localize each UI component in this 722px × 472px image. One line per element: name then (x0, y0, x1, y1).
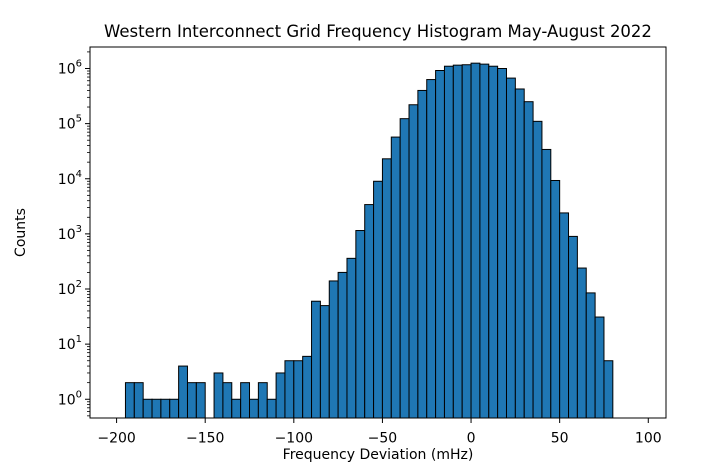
x-tick-label: −100 (275, 431, 313, 447)
histogram-bar (550, 179, 561, 419)
x-tick-label: 50 (551, 431, 569, 447)
histogram-bar (178, 365, 188, 419)
y-tick-label: 103 (58, 224, 82, 243)
histogram-bar (346, 257, 357, 419)
histogram-bar (497, 68, 507, 419)
histogram-bar (488, 65, 499, 419)
histogram-bar (594, 316, 605, 419)
histogram-bar (532, 120, 543, 419)
plot-frame (89, 46, 667, 419)
histogram-bar (355, 230, 366, 419)
x-axis-label: Frequency Deviation (mHz) (283, 447, 474, 463)
histogram-bar (311, 300, 321, 419)
histogram-bar (390, 136, 401, 419)
histogram-bar (240, 382, 251, 419)
histogram-bar (284, 360, 295, 419)
histogram-bar (293, 360, 304, 419)
y-tick-label: 106 (58, 58, 82, 77)
histogram-bar (195, 382, 206, 419)
histogram-bar (142, 398, 153, 419)
x-tick-label: 0 (467, 431, 476, 447)
histogram-bar (249, 398, 259, 419)
histogram-bar (585, 292, 596, 419)
histogram-bar (576, 267, 587, 419)
histogram-bar (523, 101, 534, 419)
histogram-bar (603, 360, 614, 419)
histogram-bar (337, 271, 348, 419)
y-axis: 100 101 102 103 104 105 106 (58, 51, 90, 417)
histogram-bar (568, 235, 578, 419)
histogram-bar (364, 204, 375, 419)
chart-title: Western Interconnect Grid Frequency Hist… (104, 22, 652, 41)
histogram-bar (186, 382, 197, 419)
histogram-bar (514, 88, 525, 419)
y-tick-label: 102 (58, 279, 82, 298)
histogram-bar (399, 118, 410, 419)
histogram-bar (417, 89, 428, 419)
x-tick-label: 100 (635, 431, 662, 447)
histogram-bar (373, 180, 383, 419)
x-axis: −200 −150 −100 −50 0 50 100 (97, 418, 662, 447)
histogram-bar (222, 382, 233, 419)
y-tick-label: 100 (58, 389, 82, 408)
histogram-bar (541, 148, 552, 419)
histogram-bar (426, 79, 437, 419)
y-tick-label: 104 (58, 169, 82, 188)
histogram-bar (461, 64, 472, 419)
y-tick-label: 101 (58, 334, 82, 353)
y-tick-label: 105 (58, 114, 82, 133)
histogram-bar (452, 64, 463, 419)
x-tick-label: −150 (186, 431, 224, 447)
histogram-bar (275, 372, 286, 419)
histogram-bar (169, 398, 180, 419)
histogram-bar (160, 398, 171, 419)
histogram-bar (124, 382, 135, 419)
histogram-bar (257, 382, 268, 419)
histogram-bar (381, 158, 392, 419)
histogram-bar (408, 104, 419, 419)
histogram-bar (505, 77, 516, 419)
x-tick-label: −50 (368, 431, 398, 447)
histogram-bar (479, 63, 490, 419)
histogram-bar (435, 70, 445, 419)
histogram-bar (328, 280, 339, 419)
x-tick-label: −200 (97, 431, 135, 447)
histogram-bar (151, 398, 162, 419)
y-axis-label: Counts (13, 208, 29, 257)
histogram-bar (559, 212, 570, 419)
histogram-bar (443, 65, 454, 419)
histogram-bar (319, 305, 330, 419)
histogram-bar (302, 355, 313, 419)
histogram-bar (266, 398, 277, 419)
histogram-bar (133, 382, 144, 419)
histogram-bar (231, 398, 242, 419)
histogram-bar (470, 62, 481, 419)
histogram-bar (213, 372, 224, 419)
